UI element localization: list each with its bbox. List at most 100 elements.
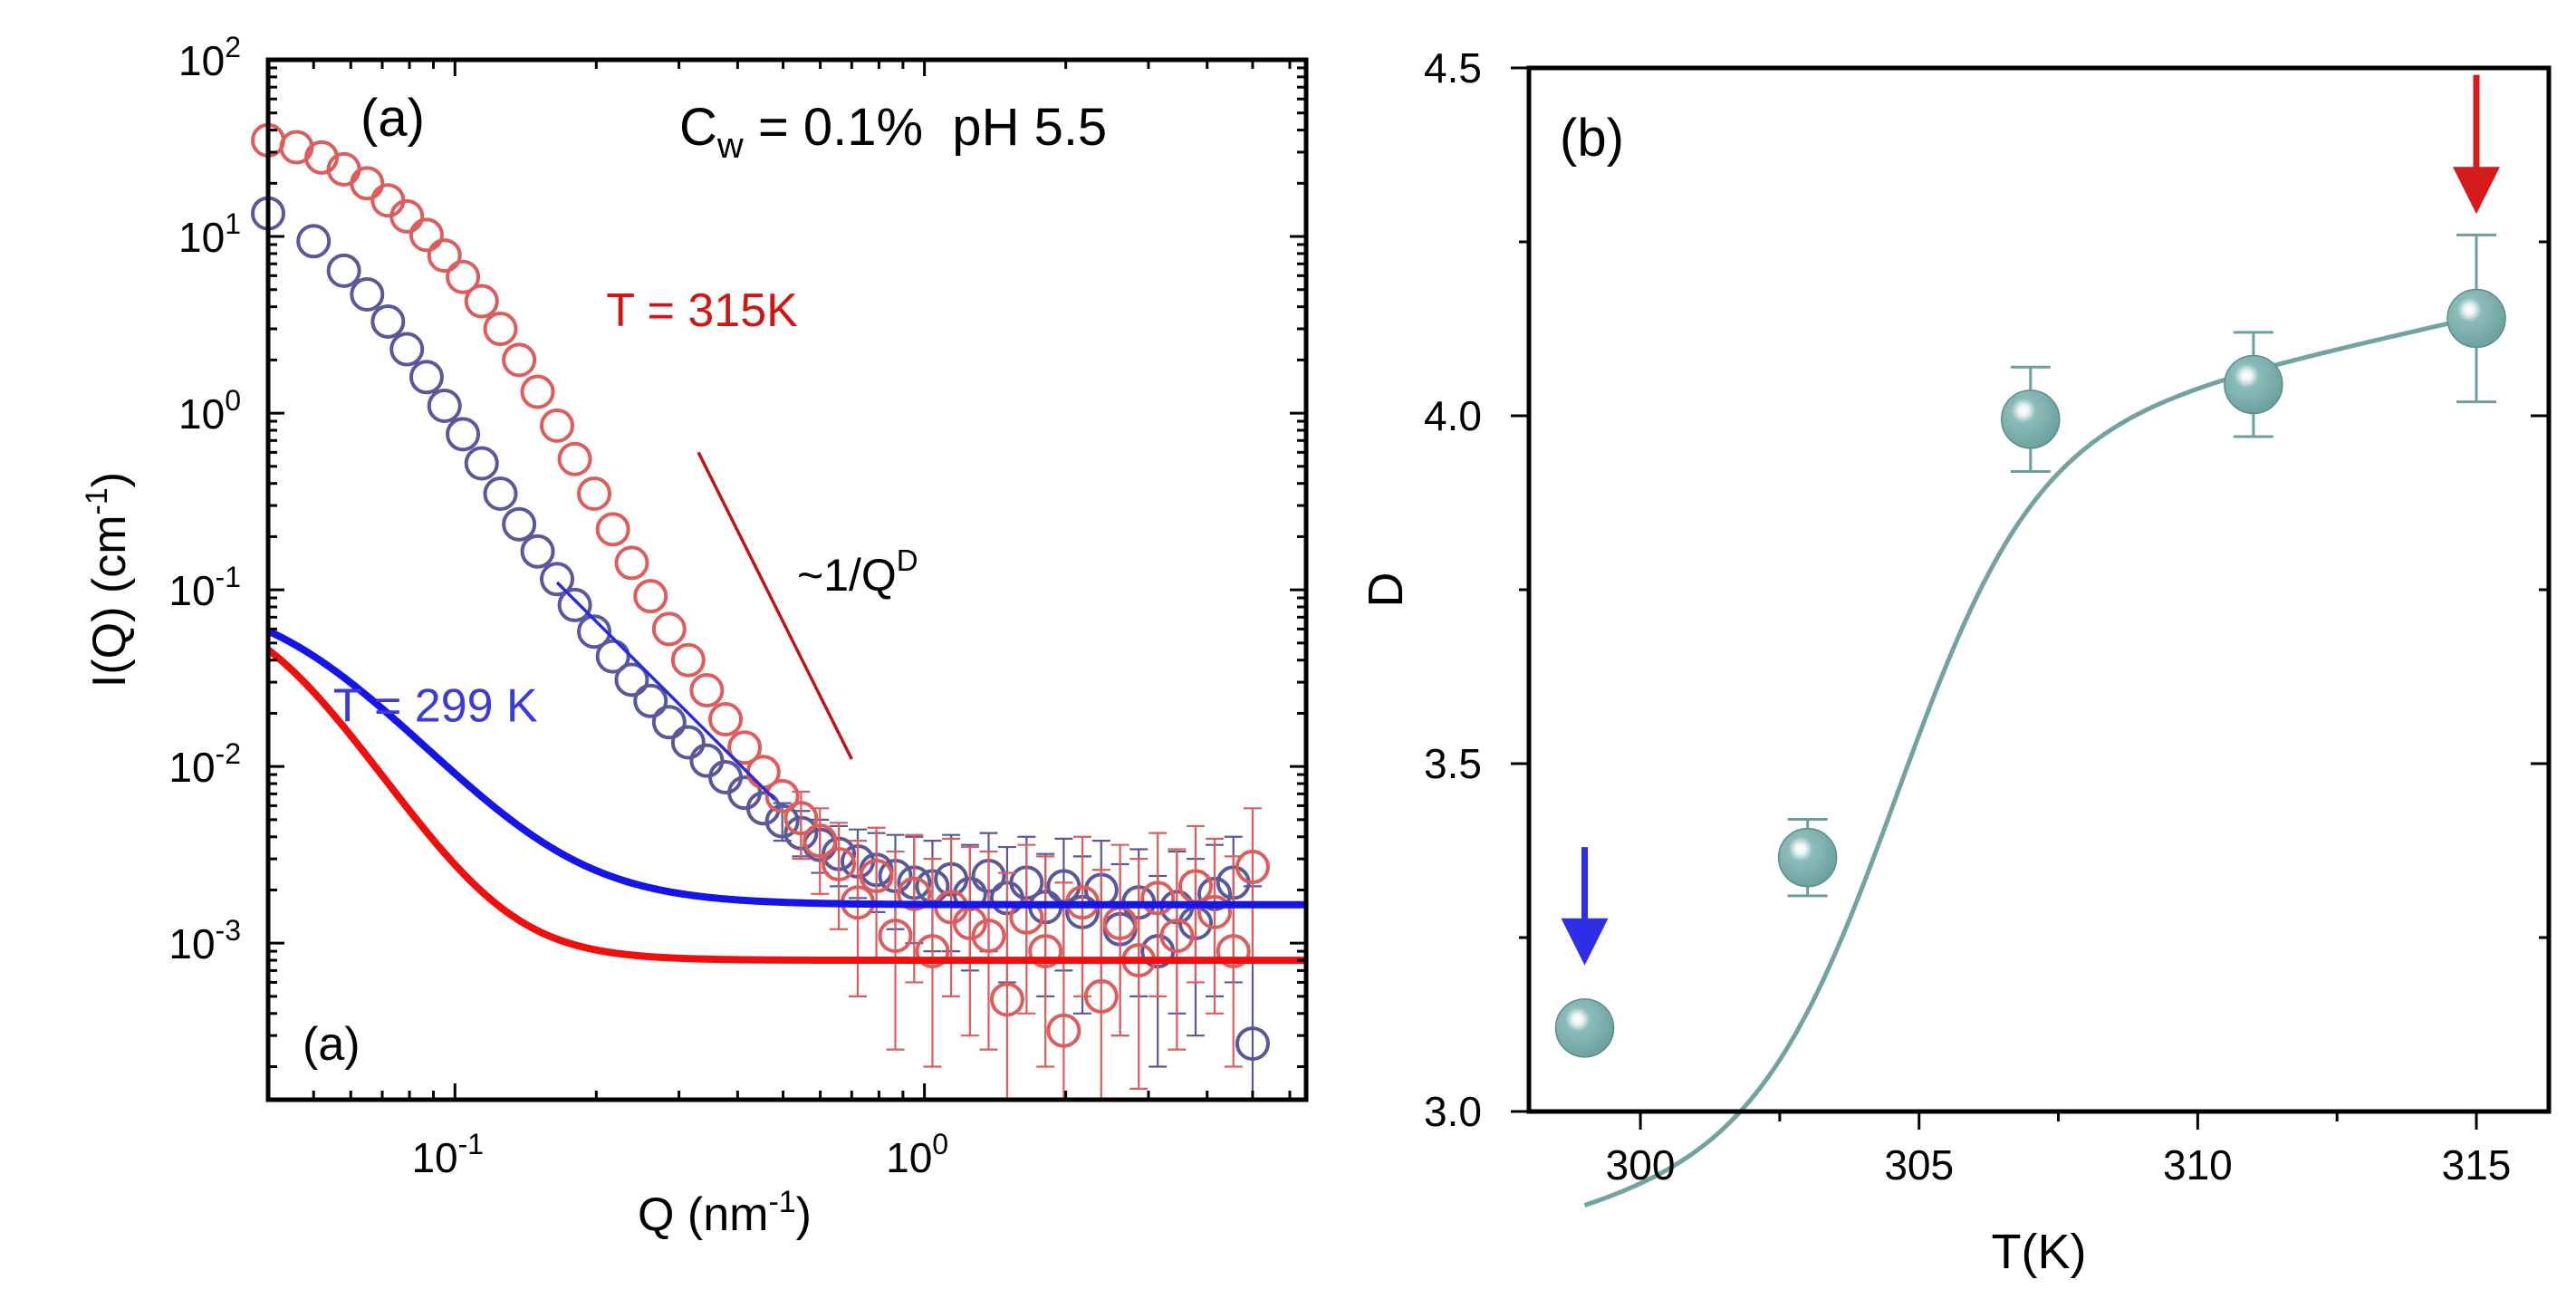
panel-a-label-top: (a) bbox=[360, 89, 425, 148]
data-point-red bbox=[1046, 1013, 1081, 1048]
data-point-red bbox=[878, 919, 913, 954]
data-point-blue bbox=[483, 476, 518, 511]
slope-guide-blue bbox=[555, 581, 776, 801]
data-point-red bbox=[464, 284, 499, 319]
data-point-blue bbox=[633, 683, 668, 718]
data-point-blue bbox=[370, 303, 406, 339]
y-tick-label: 10-1 bbox=[168, 561, 241, 614]
data-point-red bbox=[389, 198, 425, 234]
y-label-end: ) bbox=[83, 472, 136, 487]
y-tick-exp: -1 bbox=[216, 561, 241, 593]
panel-a-y-axis-label: I(Q) (cm-1) bbox=[80, 472, 136, 688]
slope-sup: D bbox=[897, 544, 918, 577]
data-point-blue bbox=[540, 562, 575, 597]
data-point-red bbox=[633, 579, 668, 614]
data-point-red bbox=[897, 876, 932, 911]
data-point-blue bbox=[296, 224, 332, 259]
x-tick-label: 310 bbox=[2163, 1141, 2233, 1188]
data-point-red bbox=[689, 673, 725, 708]
data-point-blue bbox=[651, 705, 687, 740]
y-tick-base: 10 bbox=[168, 920, 215, 967]
panel-b-frame bbox=[1526, 65, 2552, 1114]
panel-a-x-axis-label: Q (nm-1) bbox=[638, 1185, 812, 1241]
panel-b-label: (b) bbox=[1560, 109, 1624, 168]
data-point-red bbox=[483, 312, 518, 347]
y-tick-base: 10 bbox=[178, 214, 225, 261]
data-point-red bbox=[1235, 850, 1270, 885]
conditions-annotation: Cw = 0.1% pH 5.5 bbox=[679, 98, 1107, 166]
data-point-red bbox=[822, 846, 857, 881]
x-label-main: Q (nm bbox=[638, 1188, 768, 1241]
panel-b-ticks: 300 305 310 315 3.0 3.5 4.0 4.5 bbox=[1424, 44, 2549, 1188]
panel-b-data bbox=[1554, 74, 2506, 1208]
data-point-red bbox=[727, 730, 763, 765]
data-point-red bbox=[1140, 880, 1176, 916]
panel-b: 300 305 310 315 3.0 3.5 4.0 4.5 (b) T(K) D bbox=[1359, 44, 2552, 1279]
panel-a-data: T = 299 K T = 315K bbox=[251, 122, 1308, 1102]
data-point-d bbox=[2446, 288, 2506, 349]
data-point-red bbox=[670, 642, 706, 678]
data-point-red bbox=[971, 919, 1006, 954]
data-point-blue bbox=[520, 534, 555, 569]
data-point-red bbox=[859, 859, 894, 894]
x-tick-base: 10 bbox=[411, 1134, 457, 1181]
fit-curve-blue bbox=[266, 627, 1308, 909]
fit-curve-d bbox=[1583, 314, 2477, 1208]
data-point-blue bbox=[502, 506, 537, 542]
x-tick-label: 305 bbox=[1884, 1141, 1954, 1188]
data-point-red bbox=[803, 823, 838, 859]
data-point-blue bbox=[764, 803, 800, 839]
arrow-head-blue bbox=[1561, 918, 1609, 966]
x-label-sup: -1 bbox=[768, 1185, 795, 1219]
data-point-red bbox=[540, 408, 575, 443]
y-label-main: I(Q) (cm bbox=[83, 515, 136, 688]
y-tick-label: 102 bbox=[178, 31, 241, 84]
data-point-blue bbox=[409, 360, 444, 395]
data-point-red bbox=[350, 166, 385, 201]
panel-b-y-axis-label: D bbox=[1359, 573, 1413, 608]
data-point-red bbox=[427, 238, 462, 274]
conditions-sub: w bbox=[716, 126, 744, 166]
fit-curve-red bbox=[265, 647, 1308, 965]
data-point-red bbox=[783, 801, 819, 836]
y-tick-base: 10 bbox=[178, 37, 225, 84]
y-tick-exp: 2 bbox=[225, 31, 241, 63]
panel-b-x-axis-label: T(K) bbox=[1992, 1225, 2087, 1279]
data-point-red bbox=[989, 982, 1024, 1017]
y-label-sup: -1 bbox=[80, 487, 114, 515]
data-point-blue bbox=[614, 662, 649, 698]
data-point-d bbox=[2001, 390, 2061, 449]
data-point-d bbox=[1554, 998, 1615, 1058]
data-point-red bbox=[708, 702, 744, 737]
x-label-end: ) bbox=[796, 1188, 812, 1241]
series-label-red: T = 315K bbox=[606, 284, 798, 337]
y-tick-exp: -2 bbox=[216, 737, 241, 770]
data-point-blue bbox=[1235, 1026, 1270, 1062]
data-point-blue bbox=[557, 587, 592, 622]
data-point-red bbox=[577, 476, 612, 511]
y-tick-exp: -3 bbox=[216, 914, 241, 947]
x-tick-label: 300 bbox=[1606, 1141, 1676, 1188]
x-tick-label: 100 bbox=[886, 1128, 948, 1181]
data-point-red bbox=[595, 512, 630, 547]
data-point-blue bbox=[577, 614, 612, 650]
arrow-head-red bbox=[2453, 167, 2501, 215]
conditions-rest: = 0.1% pH 5.5 bbox=[744, 98, 1107, 157]
data-point-blue bbox=[427, 389, 462, 424]
data-point-red bbox=[1159, 919, 1195, 954]
data-point-red bbox=[557, 441, 592, 476]
data-point-d bbox=[2224, 354, 2283, 415]
panel-a-frame bbox=[265, 57, 1309, 1102]
data-point-red bbox=[409, 217, 444, 253]
y-tick-label: 3.5 bbox=[1424, 740, 1482, 787]
y-tick-base: 10 bbox=[178, 390, 225, 438]
y-tick-label: 100 bbox=[178, 384, 241, 438]
x-tick-label: 10-1 bbox=[411, 1128, 484, 1181]
data-point-red bbox=[1028, 934, 1063, 969]
slope-text: ~1/Q bbox=[797, 550, 897, 601]
data-point-red bbox=[1197, 894, 1232, 929]
data-point-blue bbox=[350, 276, 385, 312]
data-point-blue bbox=[670, 725, 706, 760]
